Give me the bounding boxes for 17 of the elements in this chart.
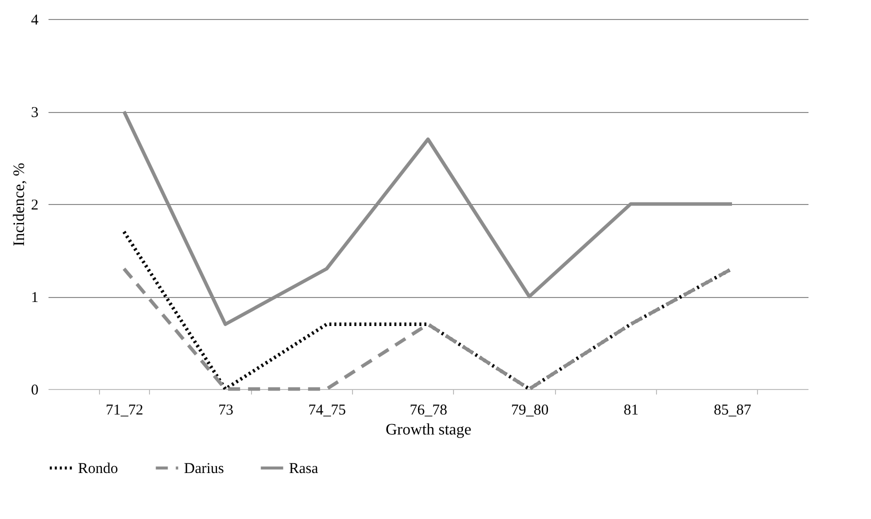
- x-tick-label: 81: [624, 402, 639, 418]
- y-tick-label: 2: [31, 198, 38, 214]
- x-tick-label: 79_80: [511, 402, 549, 418]
- x-tick-label: 85_87: [714, 402, 752, 418]
- legend-label: Darius: [184, 461, 224, 477]
- x-tick-label: 71_72: [106, 402, 144, 418]
- y-tick-label: 0: [31, 382, 38, 398]
- y-tick-label: 4: [31, 12, 39, 28]
- x-tick-label: 76_78: [410, 402, 448, 418]
- y-axis-title: Incidence, %: [11, 162, 28, 246]
- x-tick-label: 74_75: [308, 402, 346, 418]
- legend-label: Rasa: [289, 461, 318, 477]
- x-tick-label: 73: [218, 402, 234, 418]
- y-tick-label: 3: [31, 105, 38, 121]
- legend-label: Rondo: [78, 461, 118, 477]
- y-tick-label: 1: [31, 290, 38, 306]
- x-axis-title: Growth stage: [386, 422, 472, 438]
